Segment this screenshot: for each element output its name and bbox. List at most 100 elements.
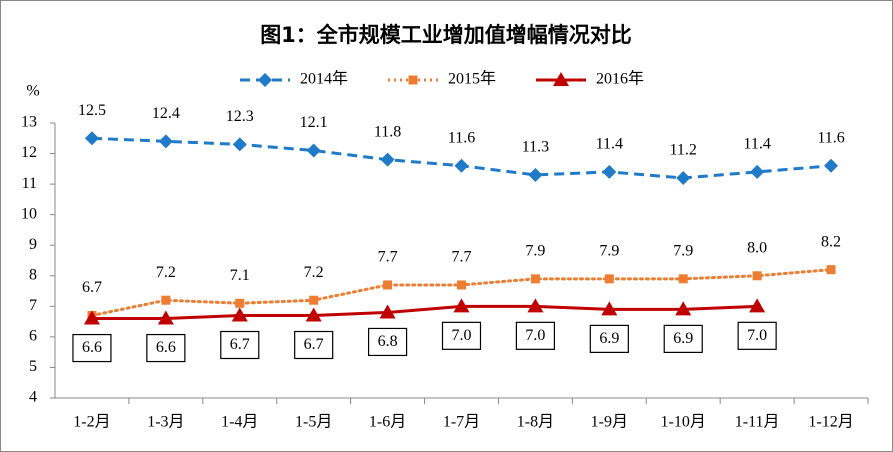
data-point [826,265,836,275]
legend-label: 2016年 [596,70,644,88]
chart-title: 图1：全市规模工业增加值增幅情况对比 [260,23,632,47]
data-label-box [441,321,482,350]
data-point [675,301,692,316]
y-axis-label: % [26,83,39,100]
data-label: 7.9 [525,243,545,260]
data-point [527,298,544,313]
legend-marker [258,73,272,87]
data-label: 7.9 [599,243,619,260]
data-label: 6.7 [82,279,102,296]
data-label-box [294,330,334,360]
x-tick-label: 1-2月 [73,414,110,431]
data-label: 6.7 [304,336,324,353]
x-tick-label: 1-4月 [221,414,258,431]
data-point [231,307,248,322]
data-label: 7.2 [304,264,324,281]
data-label: 6.8 [378,333,398,350]
data-point [235,298,245,308]
y-tick-label: 5 [29,358,37,375]
data-label: 7.0 [747,327,767,344]
x-tick-label: 1-10月 [661,414,706,431]
y-tick-label: 12 [21,144,37,161]
data-label: 7.0 [452,327,472,344]
data-label: 12.1 [300,114,328,131]
data-point [530,274,540,284]
data-label: 8.0 [747,239,767,256]
data-point [379,304,396,319]
x-tick-label: 1-7月 [443,414,480,431]
data-label: 8.2 [821,233,841,250]
data-point [604,274,614,284]
data-label: 11.3 [522,139,549,156]
data-point [528,167,543,182]
x-tick-label: 1-8月 [517,414,554,431]
y-tick-label: 7 [29,297,37,314]
data-point [752,271,762,281]
data-point [383,280,393,290]
x-tick-label: 1-5月 [295,414,332,431]
data-label: 6.7 [230,336,250,353]
x-tick-label: 1-11月 [735,414,780,431]
data-point [306,143,321,158]
data-label: 11.8 [374,123,401,140]
data-label: 12.4 [152,105,180,122]
data-point [678,274,688,284]
data-point [161,295,171,305]
y-tick-label: 8 [29,266,37,283]
data-label: 7.2 [156,264,176,281]
data-point [232,137,247,152]
data-label-box [367,327,408,357]
legend-label: 2015年 [448,70,496,88]
data-point [676,171,691,185]
data-point [83,310,100,325]
y-tick-label: 10 [21,205,37,222]
data-point [380,152,395,167]
data-point [457,280,466,290]
data-point [749,298,766,313]
y-tick-label: 4 [29,389,37,406]
y-tick-label: 6 [29,328,37,345]
data-label-box [220,330,260,360]
x-tick-label: 1-12月 [808,414,853,431]
data-point [157,310,174,325]
data-point [454,158,469,173]
legend-label: 2014年 [300,70,348,88]
data-label-box [515,321,556,350]
data-label-box [146,333,186,363]
data-point [750,164,765,179]
data-label: 11.6 [817,129,844,146]
data-label: 7.7 [378,249,398,266]
data-label-box [663,324,703,353]
data-label: 7.9 [673,243,693,260]
data-label: 7.1 [230,267,250,284]
data-point [824,158,839,173]
data-label: 7.7 [452,249,472,266]
data-label: 6.9 [673,330,693,347]
x-tick-label: 1-6月 [369,414,406,431]
y-tick-label: 11 [22,175,37,192]
legend-marker [553,72,569,86]
legend-marker [408,75,418,85]
data-point [453,298,470,313]
data-point [309,295,319,305]
series-line [91,304,758,321]
data-label: 11.4 [743,136,770,153]
data-label: 12.5 [78,102,106,119]
data-label: 11.6 [448,129,475,146]
x-tick-label: 1-3月 [147,414,184,431]
data-label-box [737,321,777,350]
data-label: 11.2 [670,142,697,159]
data-label: 6.6 [82,339,102,356]
data-point [601,301,618,316]
data-label: 6.6 [156,339,176,356]
y-tick-label: 9 [29,236,37,253]
data-label: 7.0 [525,327,545,344]
data-point [602,164,617,179]
data-label: 6.9 [599,330,619,347]
data-point [158,134,173,149]
data-point [84,131,99,146]
y-tick-label: 13 [21,114,37,131]
